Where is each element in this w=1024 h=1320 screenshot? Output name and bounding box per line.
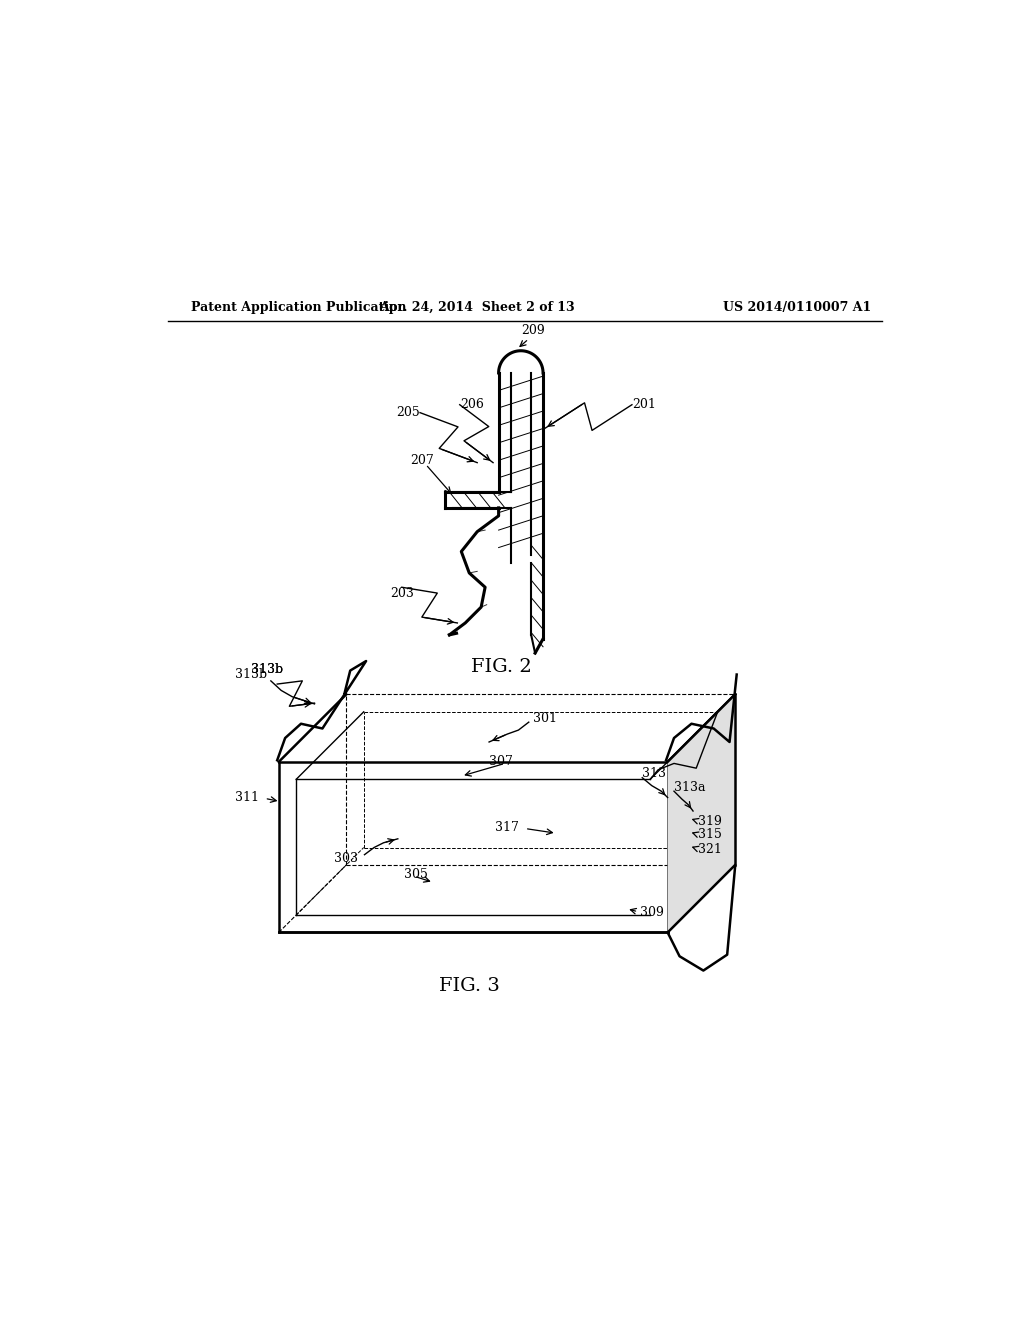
Text: Patent Application Publication: Patent Application Publication <box>191 301 407 314</box>
Text: 207: 207 <box>410 454 433 467</box>
Text: Apr. 24, 2014  Sheet 2 of 13: Apr. 24, 2014 Sheet 2 of 13 <box>379 301 575 314</box>
Text: 313b: 313b <box>234 668 267 681</box>
Text: 203: 203 <box>390 587 414 601</box>
Text: 313a: 313a <box>674 780 706 793</box>
Text: 309: 309 <box>640 906 664 919</box>
Polygon shape <box>668 694 735 932</box>
Text: 307: 307 <box>489 755 513 768</box>
Text: 209: 209 <box>521 325 545 337</box>
Text: 313b: 313b <box>251 663 283 676</box>
Text: 317: 317 <box>495 821 518 834</box>
Text: 311: 311 <box>234 791 259 804</box>
Text: 319: 319 <box>697 814 722 828</box>
Text: 305: 305 <box>404 869 428 880</box>
Text: 313: 313 <box>642 767 667 780</box>
Text: 321: 321 <box>697 842 722 855</box>
Text: 301: 301 <box>532 711 557 725</box>
Text: US 2014/0110007 A1: US 2014/0110007 A1 <box>723 301 871 314</box>
Text: FIG. 2: FIG. 2 <box>471 657 531 676</box>
Text: 206: 206 <box>460 399 483 412</box>
Text: 205: 205 <box>396 407 420 420</box>
Text: FIG. 3: FIG. 3 <box>439 977 500 995</box>
Text: 315: 315 <box>697 829 722 841</box>
Text: 313b: 313b <box>251 663 283 676</box>
Text: 201: 201 <box>632 399 655 412</box>
Text: 303: 303 <box>334 853 358 865</box>
